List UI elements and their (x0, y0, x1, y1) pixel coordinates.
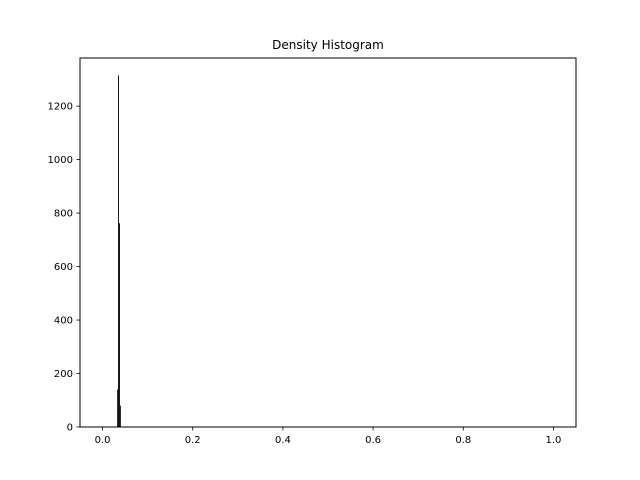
x-tick-label: 0.2 (185, 435, 201, 446)
histogram-bar-2 (118, 75, 119, 427)
x-tick-label: 0.4 (275, 435, 291, 446)
x-tick-label: 1.0 (546, 435, 562, 446)
x-tick-label: 0.6 (365, 435, 381, 446)
y-axis: 0 200 400 600 800 1000 1200 (48, 102, 80, 434)
y-tick-label: 200 (54, 369, 73, 380)
plot-frame (79, 57, 577, 428)
chart-title: Density Histogram (272, 38, 384, 52)
histogram-bars (117, 75, 121, 427)
histogram-bar-1 (117, 389, 119, 427)
x-tick-label: 0.0 (95, 435, 111, 446)
y-tick-label: 1000 (48, 155, 73, 166)
histogram-bar-3 (119, 223, 120, 427)
x-axis: 0.0 0.2 0.4 0.6 0.8 1.0 (95, 427, 562, 446)
y-tick-label: 600 (54, 262, 73, 273)
y-tick-label: 400 (54, 316, 73, 327)
x-tick-label: 0.8 (455, 435, 471, 446)
histogram-bar-4 (119, 405, 121, 427)
y-tick-label: 800 (54, 209, 73, 220)
y-tick-label: 1200 (48, 102, 73, 113)
y-tick-label: 0 (67, 423, 73, 434)
